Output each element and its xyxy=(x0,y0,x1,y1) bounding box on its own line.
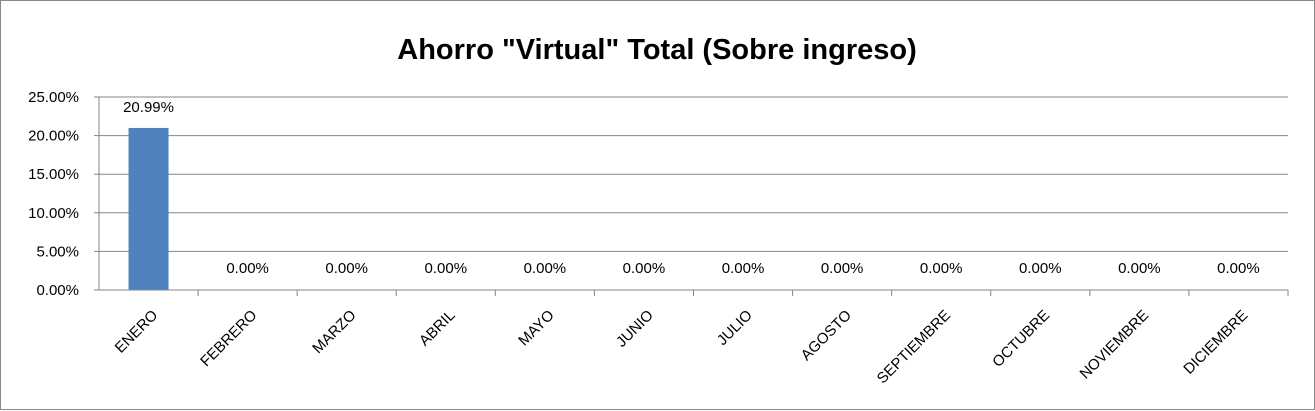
data-label: 0.00% xyxy=(325,260,368,277)
gridlines xyxy=(99,96,1288,252)
x-tick-label: JULIO xyxy=(714,307,756,349)
data-label: 0.00% xyxy=(623,260,666,277)
y-tick-label: 0.00% xyxy=(36,282,79,299)
x-tick-label: NOVIEMBRE xyxy=(1077,307,1153,383)
y-tick-label: 10.00% xyxy=(28,205,79,222)
data-labels: 20.99% 0.00% 0.00% 0.00% 0.00% 0.00% 0.00% 0.00… xyxy=(123,99,1260,277)
x-tick-label: FEBRERO xyxy=(197,307,260,370)
x-tick-label: OCTUBRE xyxy=(989,307,1053,371)
data-label: 0.00% xyxy=(1217,260,1260,277)
y-tick-label: 5.00% xyxy=(36,243,79,260)
y-tick-label: 15.00% xyxy=(28,166,79,183)
y-tick-label: 25.00% xyxy=(28,89,79,106)
data-label: 0.00% xyxy=(1019,260,1062,277)
x-tick-label: AGOSTO xyxy=(798,307,855,364)
data-label: 0.00% xyxy=(1118,260,1161,277)
y-axis-ticks: 0.00% 5.00% 10.00% 15.00% 20.00% 25.00% xyxy=(28,89,99,299)
data-label: 0.00% xyxy=(524,260,567,277)
data-label: 0.00% xyxy=(821,260,864,277)
chart-title: Ahorro "Virtual" Total (Sobre ingreso) xyxy=(397,34,916,66)
x-tick-label: SEPTIEMBRE xyxy=(874,307,954,387)
data-label: 0.00% xyxy=(920,260,963,277)
data-label: 0.00% xyxy=(722,260,765,277)
bar-enero xyxy=(128,127,169,290)
x-tick-label: ENERO xyxy=(112,307,162,357)
x-tick-label: JUNIO xyxy=(613,307,657,351)
y-tick-label: 20.00% xyxy=(28,128,79,145)
x-tick-label: MAYO xyxy=(515,307,557,349)
x-tick-label: ABRIL xyxy=(416,307,459,350)
data-label: 0.00% xyxy=(226,260,269,277)
data-label: 0.00% xyxy=(425,260,468,277)
data-label: 20.99% xyxy=(123,99,174,116)
bars xyxy=(128,127,169,290)
x-tick-label: DICIEMBRE xyxy=(1180,307,1251,378)
x-tick-label: MARZO xyxy=(309,307,359,357)
axes xyxy=(98,97,1288,291)
x-axis-ticks: ENERO FEBRERO MARZO ABRIL MAYO JUNIO JULIO AGOS… xyxy=(112,290,1289,387)
